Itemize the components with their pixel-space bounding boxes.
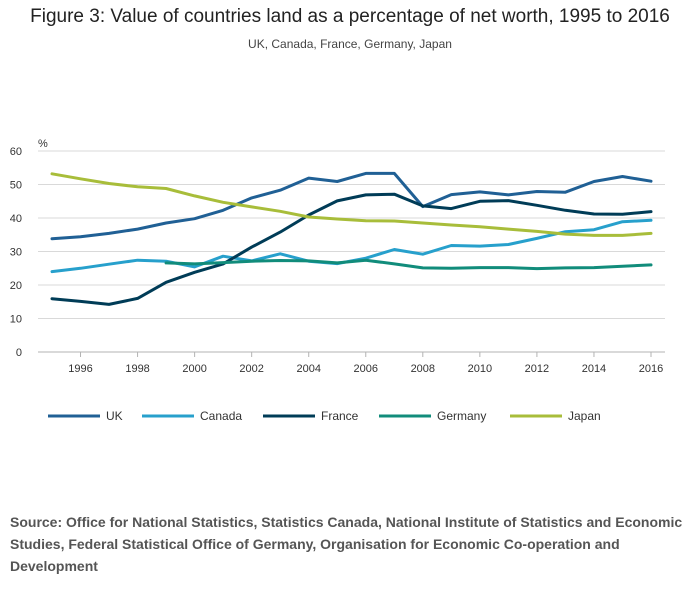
x-tick-label: 1998 [125,363,149,375]
x-tick-label: 2016 [639,363,663,375]
y-tick-label: 10 [10,314,22,326]
series-line-france [50,192,653,306]
legend-label-germany: Germany [437,409,486,423]
legend-label-uk: UK [106,409,123,423]
legend-label-japan: Japan [568,409,601,423]
y-axis-unit-label: % [38,138,48,150]
series-line-japan [50,172,653,237]
legend: UK Canada France Germany Japan [48,409,601,423]
legend-label-france: France [321,409,359,423]
x-tick-label: 2014 [582,363,606,375]
axes: % 0 10 20 30 40 50 60 1996 1998 2000 2002 2004 2006 2… [10,138,665,375]
legend-label-canada: Canada [200,409,242,423]
series-line-germany [164,258,653,271]
x-tick-label: 1996 [68,363,92,375]
chart-subtitle: UK, Canada, France, Germany, Japan [248,37,452,51]
y-tick-label: 60 [10,146,22,158]
x-tick-label: 2004 [296,363,320,375]
x-tick-label: 2002 [239,363,263,375]
x-tick-label: 2008 [411,363,435,375]
y-tick-label: 30 [10,247,22,259]
series-line-uk [50,171,653,241]
source-note: Source: Office for National Statistics, … [10,514,683,574]
x-tick-label: 2000 [182,363,206,375]
y-tick-label: 0 [16,347,22,359]
x-tick-label: 2012 [525,363,549,375]
chart-title: Figure 3: Value of countries land as a p… [30,6,670,27]
x-tick-label: 2006 [354,363,378,375]
gridlines [38,150,665,319]
series-lines [50,171,653,306]
y-tick-label: 20 [10,280,22,292]
y-tick-label: 40 [10,213,22,225]
y-tick-label: 50 [10,180,22,192]
x-tick-label: 2010 [468,363,492,375]
